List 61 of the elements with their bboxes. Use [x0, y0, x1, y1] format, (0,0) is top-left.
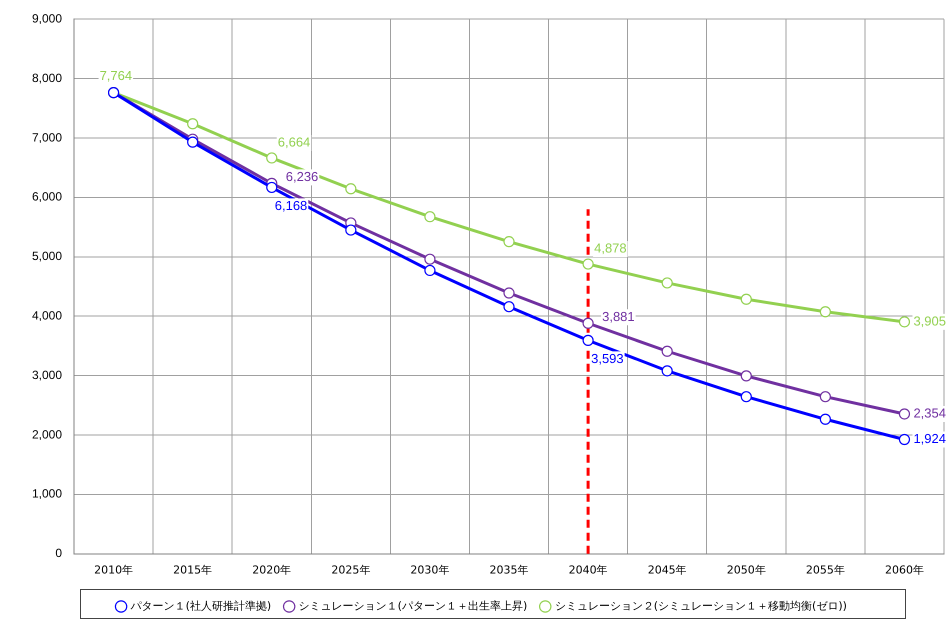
x-tick-label: 2040年	[568, 563, 608, 576]
point	[503, 287, 515, 299]
y-tick-label: 7,000	[32, 130, 62, 144]
point	[424, 264, 436, 276]
point	[820, 414, 831, 425]
point	[898, 434, 910, 446]
point	[582, 258, 594, 270]
y-tick-label: 0	[55, 546, 62, 560]
y-tick-label: 4,000	[32, 308, 62, 323]
legend-label: シミュレーション１(パターン１＋出生率上昇)	[298, 599, 528, 612]
x-tick-label: 2055年	[806, 563, 845, 576]
point	[424, 211, 436, 222]
x-tick-label: 2010年	[94, 563, 134, 576]
point	[424, 254, 436, 265]
legend-label: シミュレーション２(シミュレーション１＋移動均衡(ゼロ))	[554, 599, 847, 612]
point	[740, 391, 752, 402]
y-tick-label: 5,000	[32, 249, 62, 264]
point	[740, 294, 752, 305]
point	[266, 152, 278, 164]
data-label: 4,878	[594, 240, 627, 256]
data-label: 6,236	[286, 168, 318, 184]
point	[740, 370, 752, 382]
point	[662, 365, 673, 376]
legend-label: パターン１(社人研推計準拠)	[130, 599, 272, 612]
point	[820, 391, 831, 402]
data-label: 7,764	[100, 68, 132, 84]
point	[820, 306, 831, 318]
x-tick-label: 2030年	[410, 563, 450, 576]
point	[582, 334, 594, 346]
x-tick-label: 2015年	[173, 563, 212, 576]
point	[503, 301, 515, 312]
y-tick-label: 1,000	[32, 486, 62, 501]
y-tick-label: 8,000	[32, 70, 62, 85]
point	[503, 236, 515, 248]
point	[898, 408, 910, 420]
point	[187, 136, 198, 148]
point	[662, 277, 673, 289]
point	[582, 318, 594, 329]
data-label: 3,905	[913, 313, 946, 328]
point	[345, 224, 356, 236]
data-label: 1,924	[913, 431, 946, 446]
data-label: 2,354	[913, 406, 946, 421]
y-tick-label: 2,000	[32, 427, 62, 442]
point	[345, 183, 356, 194]
x-tick-label: 2020年	[252, 563, 292, 576]
x-tick-label: 2025年	[331, 563, 370, 576]
y-tick-label: 9,000	[32, 12, 62, 26]
point	[266, 182, 278, 194]
data-label: 6,168	[274, 198, 308, 213]
point	[187, 118, 198, 130]
x-tick-label: 2045年	[648, 563, 687, 576]
point	[662, 346, 673, 357]
data-label: 3,593	[591, 350, 624, 366]
x-tick-label: 2050年	[726, 563, 766, 576]
y-tick-label: 6,000	[32, 190, 62, 204]
x-tick-label: 2035年	[490, 563, 529, 576]
x-tick-label: 2060年	[884, 563, 924, 576]
data-label: 3,881	[602, 308, 635, 324]
point	[898, 316, 910, 328]
data-label: 6,664	[278, 134, 310, 150]
y-tick-label: 3,000	[32, 368, 62, 382]
